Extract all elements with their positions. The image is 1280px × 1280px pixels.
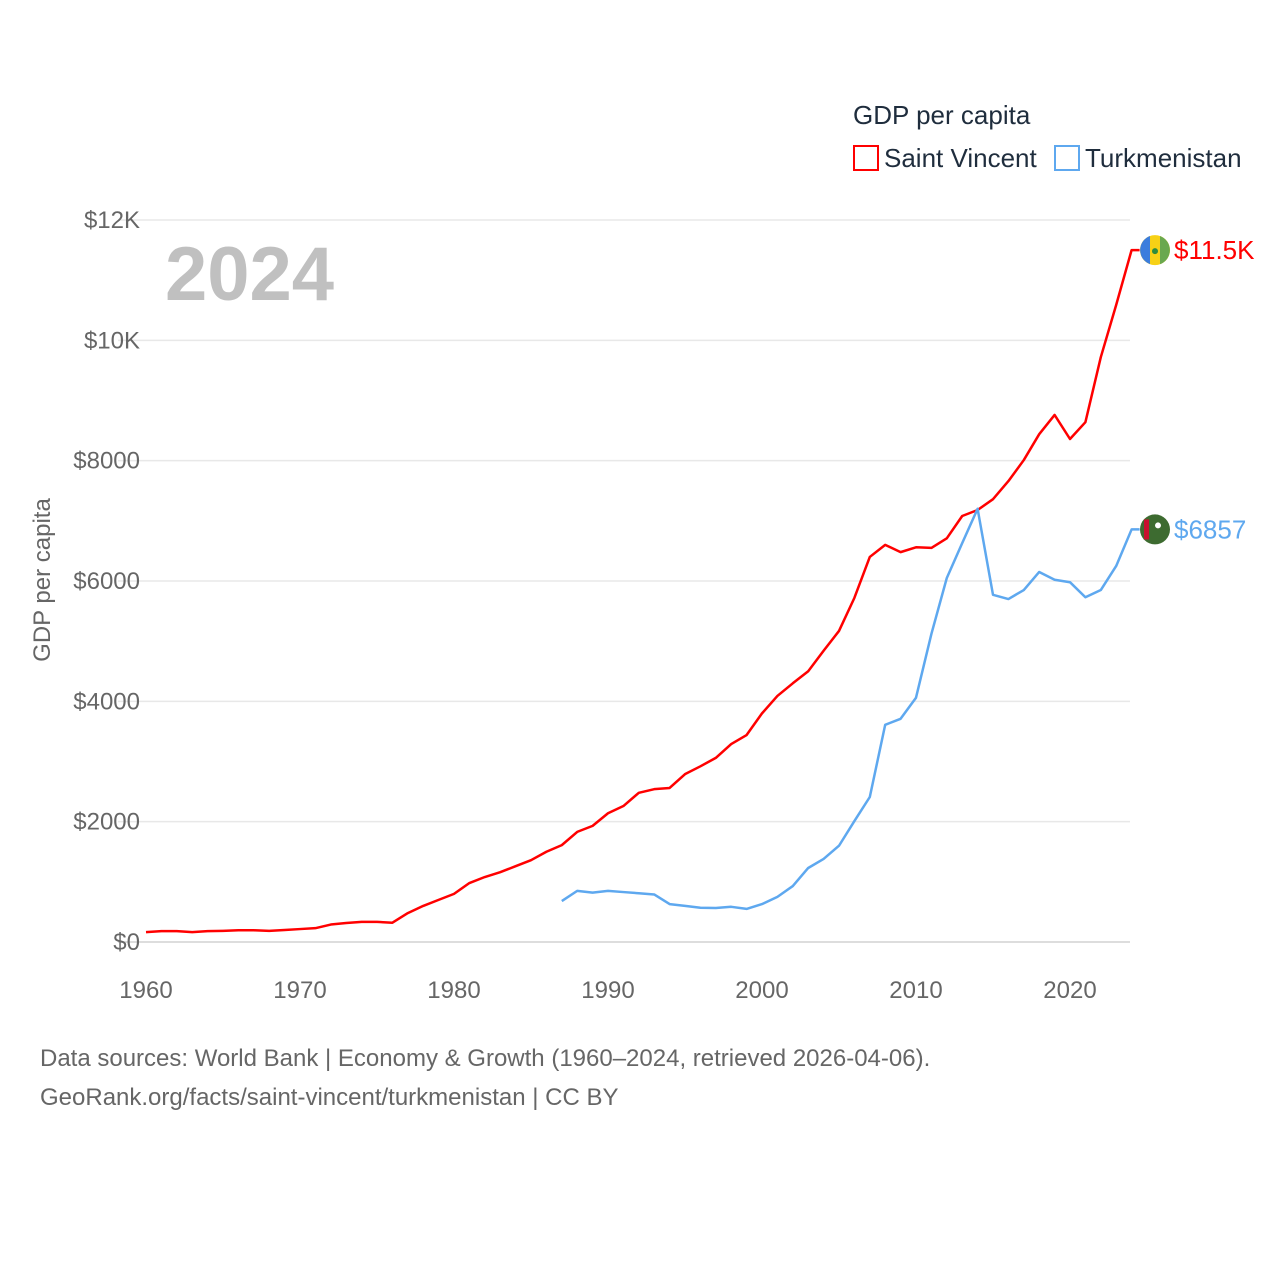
series-line-saint-vincent xyxy=(145,248,1140,934)
y-tick-label: $10K xyxy=(84,327,140,354)
legend-item-saint-vincent[interactable]: Saint Vincent xyxy=(853,143,1038,173)
year-label: 2024 xyxy=(165,232,334,317)
footer-sources: Data sources: World Bank | Economy & Gro… xyxy=(40,1045,931,1072)
x-tick-label: 1980 xyxy=(427,977,480,1004)
legend-label: Saint Vincent xyxy=(884,143,1038,173)
x-tick-label: 1970 xyxy=(273,977,326,1004)
series-line-turkmenistan xyxy=(561,507,1140,911)
footer-link[interactable]: GeoRank.org/facts/saint-vincent/turkmeni… xyxy=(40,1084,619,1111)
flag-icon xyxy=(1140,514,1170,545)
x-tick-label: 2000 xyxy=(735,977,788,1004)
y-tick-label: $6000 xyxy=(73,568,140,595)
y-tick-label: $8000 xyxy=(73,448,140,475)
x-tick-label: 2020 xyxy=(1043,977,1096,1004)
y-tick-label: $4000 xyxy=(73,688,140,715)
legend-title: GDP per capita xyxy=(853,100,1031,130)
y-tick-label: $2000 xyxy=(73,809,140,836)
legend-label: Turkmenistan xyxy=(1085,143,1242,173)
x-tick-label: 1990 xyxy=(581,977,634,1004)
y-axis-label: GDP per capita xyxy=(29,498,56,662)
flag-icon xyxy=(1140,235,1170,266)
legend-item-turkmenistan[interactable]: Turkmenistan xyxy=(1054,143,1242,173)
y-tick-label: $0 xyxy=(113,929,140,956)
end-value-label: $11.5K xyxy=(1174,235,1255,265)
x-tick-label: 2010 xyxy=(889,977,942,1004)
x-tick-label: 1960 xyxy=(119,977,172,1004)
legend-swatch xyxy=(853,145,879,171)
legend-swatch xyxy=(1054,145,1080,171)
end-value-label: $6857 xyxy=(1174,514,1246,544)
y-tick-label: $12K xyxy=(84,207,140,234)
